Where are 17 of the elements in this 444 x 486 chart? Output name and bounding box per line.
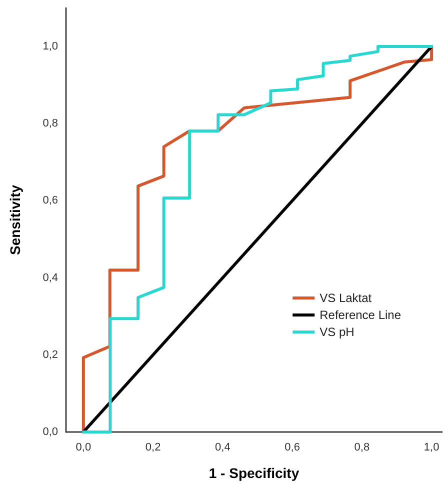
y-tick-label: 0,6	[42, 194, 58, 207]
y-tick-label: 0,0	[42, 426, 58, 438]
x-tick-label: 1,0	[424, 442, 440, 454]
x-tick-label: 0,2	[145, 442, 161, 454]
legend-label: VS Laktat	[320, 291, 372, 305]
x-axis-title: 1 - Specificity	[208, 465, 300, 481]
x-tick-label: 0,0	[76, 442, 92, 454]
legend-label: Reference Line	[320, 308, 402, 322]
legend-label: VS pH	[320, 325, 354, 339]
y-tick-label: 1,0	[42, 40, 58, 53]
y-tick-label: 0,4	[42, 272, 58, 284]
x-tick-label: 0,4	[215, 442, 230, 454]
y-tick-label: 0,8	[42, 118, 58, 130]
x-tick-label: 0,8	[354, 442, 370, 454]
y-axis-title: Sensitivity	[7, 184, 23, 256]
x-tick-label: 0,6	[284, 442, 300, 454]
y-tick-label: 0,2	[42, 348, 58, 361]
